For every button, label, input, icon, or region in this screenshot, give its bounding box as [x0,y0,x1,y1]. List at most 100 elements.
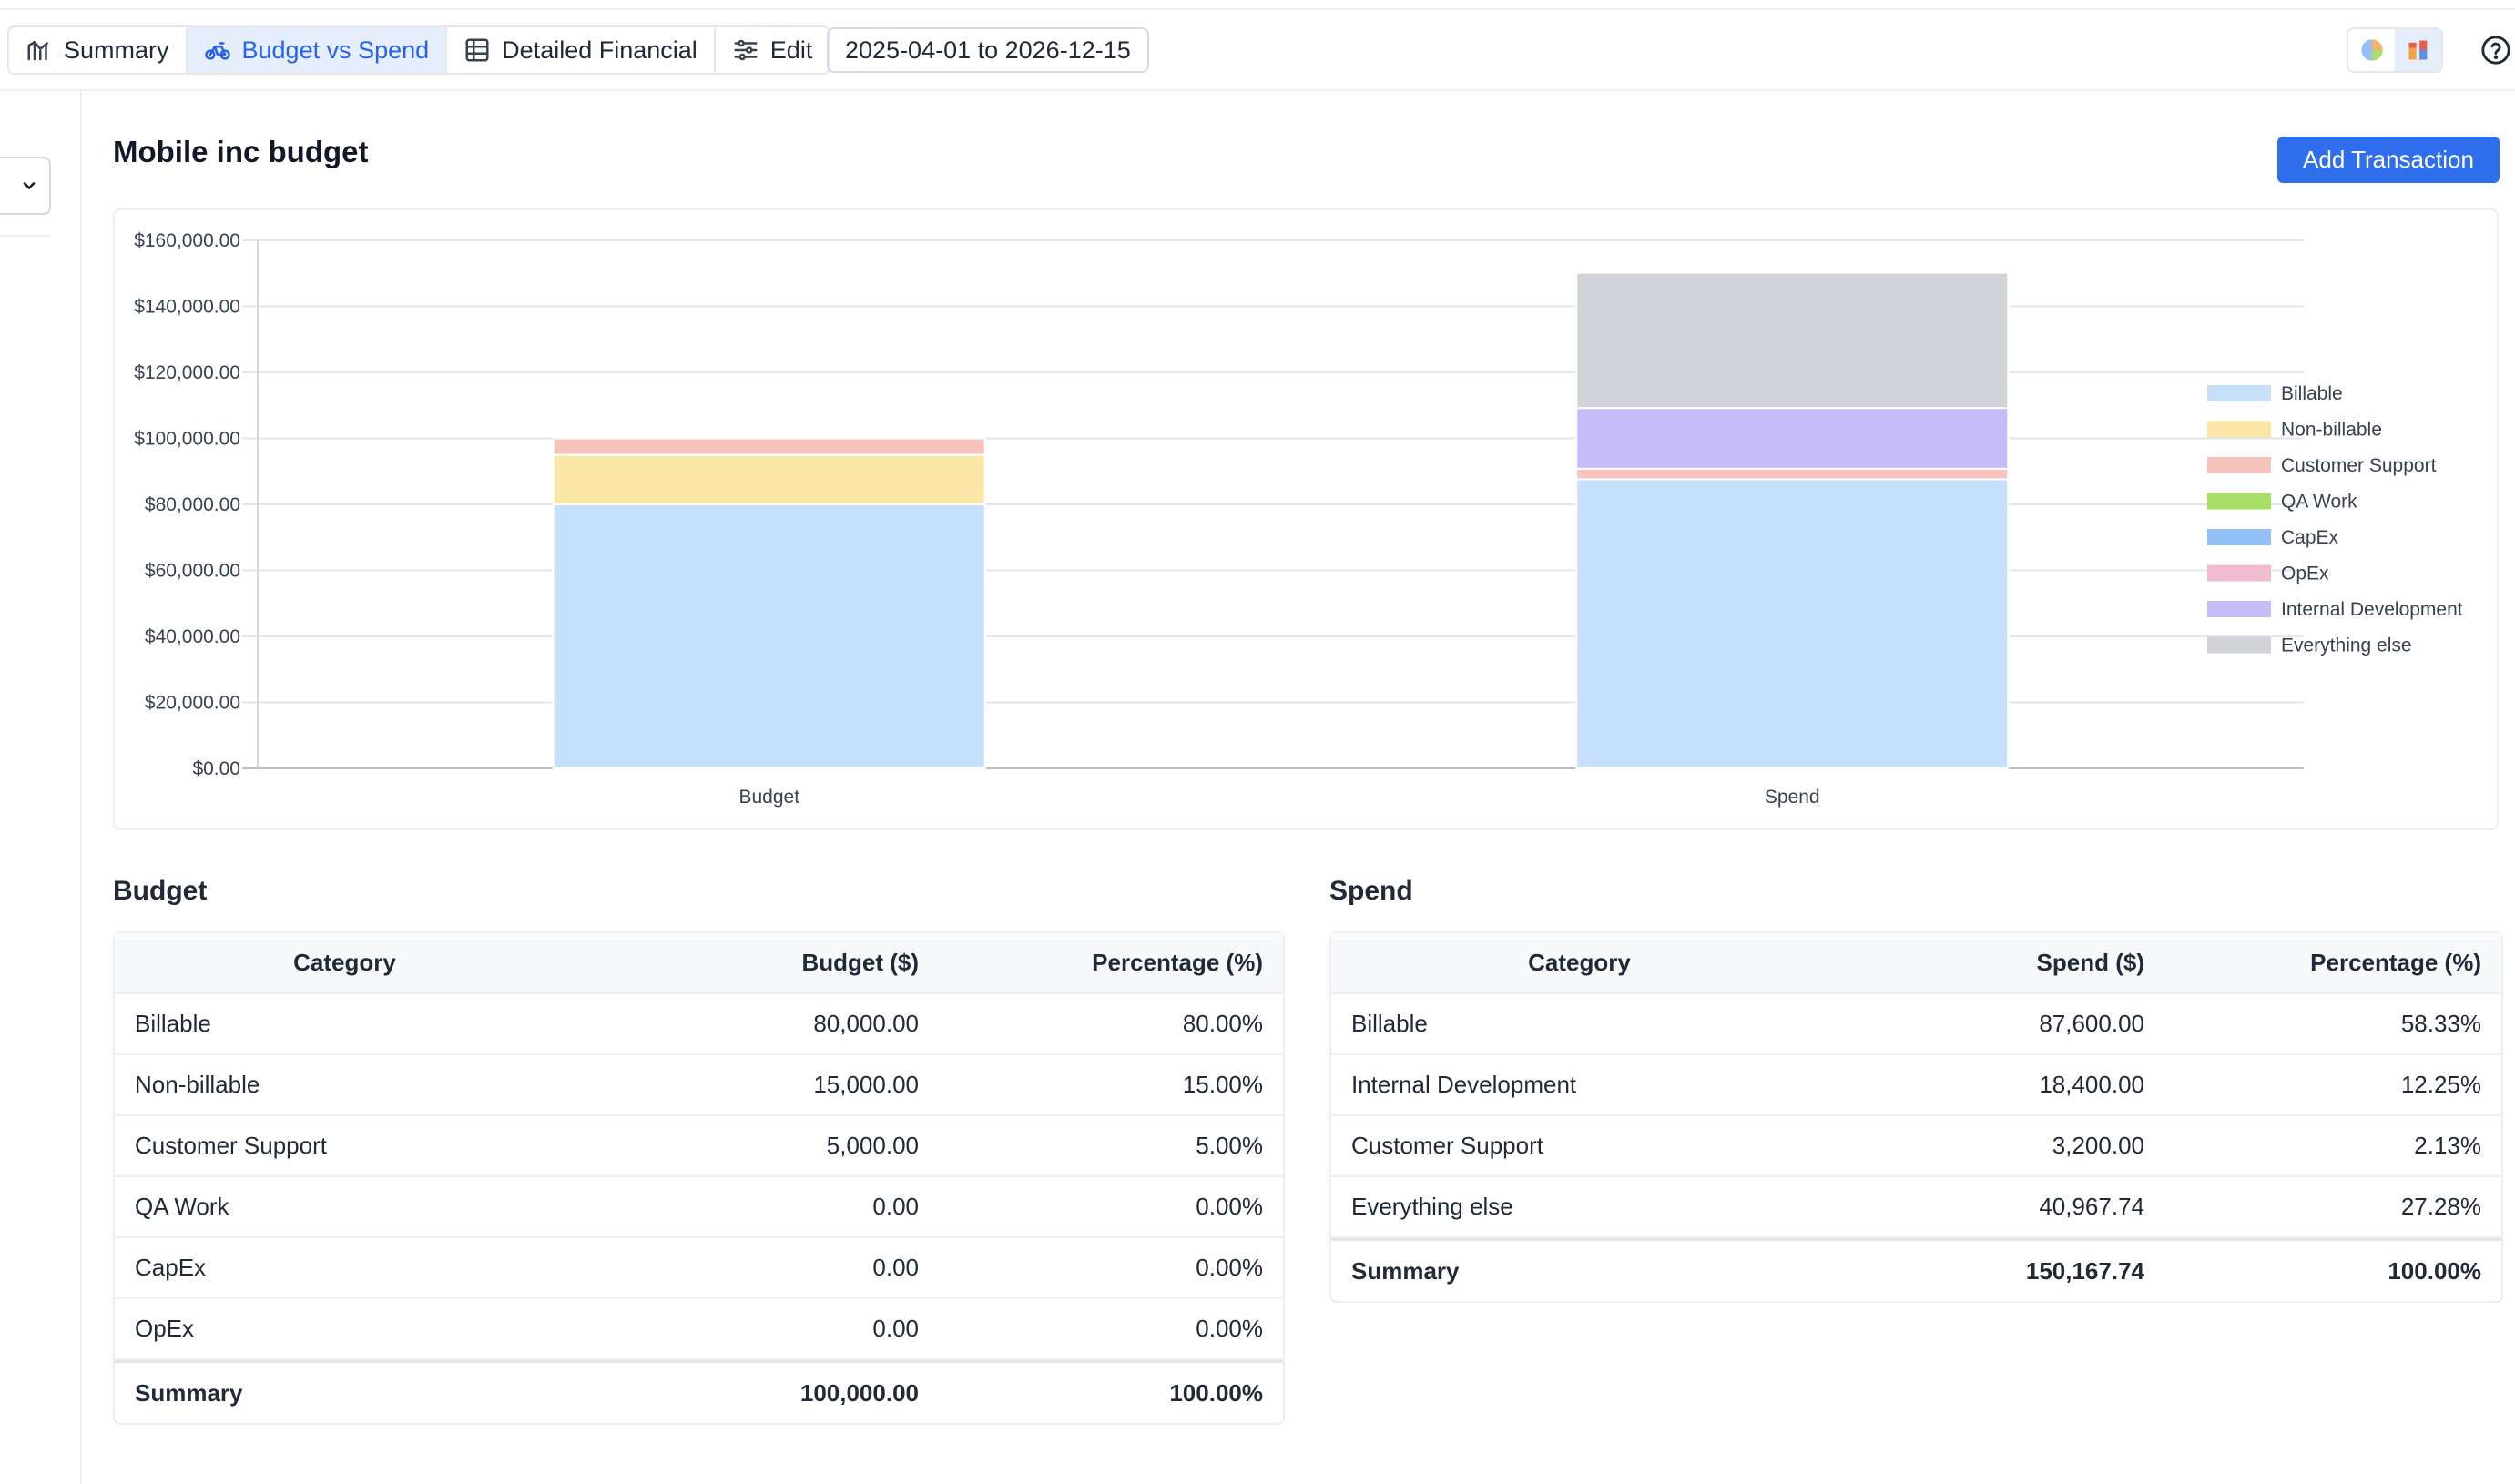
amount-cell: 0.00 [575,1238,939,1299]
y-tick-label: $140,000.00 [134,297,240,318]
add-transaction-button[interactable]: Add Transaction [2277,137,2500,183]
legend-label: Billable [2281,383,2343,404]
date-range-value: 2025-04-01 to 2026-12-15 [845,36,1131,64]
y-tick-label: $100,000.00 [134,429,240,450]
category-cell: CapEx [115,1238,575,1299]
tab-detailed-financial[interactable]: Detailed Financial [447,27,716,73]
tab-edit[interactable]: Edit [715,27,830,73]
tab-summary[interactable]: Summary [9,27,188,73]
sidebar-divider [80,91,82,1484]
stacked-bar-icon [2408,40,2427,60]
amount-cell: 40,967.74 [1828,1177,2164,1238]
amount-cell: 80,000.00 [575,994,939,1055]
chart-type-toggle [2347,27,2443,73]
budget-section-title: Budget [113,876,208,906]
view-toolbar: Summary Budget vs Spend Detailed Financi… [7,25,831,75]
legend-swatch [2207,636,2271,654]
category-cell: Customer Support [115,1116,575,1177]
y-tick-label: $40,000.00 [145,626,240,647]
legend-swatch [2207,385,2271,401]
table-row: Billable 80,000.00 80.00% [115,994,1283,1055]
sidebar-dropdown[interactable] [0,157,51,215]
bar-segment [552,503,986,769]
amount-cell: 0.00 [575,1177,939,1238]
pie-chart-toggle[interactable] [2348,29,2395,71]
percentage-cell: 58.33% [2164,994,2501,1055]
stacked-bar-toggle[interactable] [2395,29,2441,71]
category-cell: Everything else [1331,1177,1828,1238]
percentage-cell: 2.13% [2164,1116,2501,1177]
legend-label: CapEx [2281,527,2339,548]
category-cell: OpEx [115,1299,575,1360]
percentage-cell: 12.25% [2164,1055,2501,1116]
y-tick-label: $80,000.00 [145,494,240,515]
summary-row: Summary 150,167.74 100.00% [1331,1238,2501,1301]
bar-segment [552,453,986,505]
category-cell: QA Work [115,1177,575,1238]
legend-swatch [2207,529,2271,545]
legend-swatch [2207,601,2271,617]
table-header-row: Category Spend ($) Percentage (%) [1331,933,2501,994]
column-header-percentage: Percentage (%) [939,933,1283,994]
tab-label: Detailed Financial [502,36,697,64]
table-row: Customer Support 5,000.00 5.00% [115,1116,1283,1177]
table-row: Everything else 40,967.74 27.28% [1331,1177,2501,1238]
table-header-row: Category Budget ($) Percentage (%) [115,933,1283,994]
column-header-budget: Budget ($) [575,933,939,994]
legend-swatch [2207,493,2271,510]
category-cell: Billable [115,994,575,1055]
category-cell: Customer Support [1331,1116,1828,1177]
legend-swatch [2207,457,2271,473]
table-row: Billable 87,600.00 58.33% [1331,994,2501,1055]
top-border [0,0,2515,10]
percentage-cell: 15.00% [939,1055,1283,1116]
chevron-down-icon [23,182,36,189]
amount-cell: 18,400.00 [1828,1055,2164,1116]
page-title: Mobile inc budget [113,135,369,168]
amount-cell: 87,600.00 [1828,994,2164,1055]
legend-label: OpEx [2281,564,2329,584]
y-tick-label: $120,000.00 [134,362,240,383]
y-tick-label: $20,000.00 [145,693,240,714]
percentage-cell: 0.00% [939,1238,1283,1299]
table-row: Internal Development 18,400.00 12.25% [1331,1055,2501,1116]
legend-swatch [2207,421,2271,438]
percentage-cell: 27.28% [2164,1177,2501,1238]
summary-label: Summary [115,1360,575,1423]
table-icon [465,38,489,62]
y-tick-label: $60,000.00 [145,561,240,582]
budget-table: Category Budget ($) Percentage (%) Billa… [113,931,1285,1425]
sliders-icon [734,39,758,61]
amount-cell: 5,000.00 [575,1116,939,1177]
percentage-cell: 0.00% [939,1299,1283,1360]
percentage-cell: 80.00% [939,994,1283,1055]
column-header-category: Category [1331,933,1828,994]
date-range-picker[interactable]: 2025-04-01 to 2026-12-15 [827,27,1149,73]
legend-swatch [2207,564,2271,582]
category-cell: Non-billable [115,1055,575,1116]
legend-label: Everything else [2281,635,2412,656]
summary-amount: 150,167.74 [1828,1238,2164,1301]
bar-segment [1575,271,2010,410]
summary-amount: 100,000.00 [575,1360,939,1423]
sidebar-separator [0,235,51,237]
summary-row: Summary 100,000.00 100.00% [115,1360,1283,1423]
bar-segment [1575,467,2010,481]
percentage-cell: 5.00% [939,1116,1283,1177]
table-row: Customer Support 3,200.00 2.13% [1331,1116,2501,1177]
column-header-spend: Spend ($) [1828,933,2164,994]
tab-budget-vs-spend[interactable]: Budget vs Spend [187,27,448,73]
table-row: Non-billable 15,000.00 15.00% [115,1055,1283,1116]
category-cell: Billable [1331,994,1828,1055]
budget-spend-chart: $0.00 $20,000.00 $40,000.00 $60,000.00 $80,0… [134,230,2463,808]
view-tabs: Summary Budget vs Spend Detailed Financi… [7,25,831,75]
y-tick-label: $160,000.00 [134,230,240,251]
summary-label: Summary [1331,1238,1828,1301]
bicycle-icon [204,42,230,60]
spend-table: Category Spend ($) Percentage (%) Billab… [1329,931,2503,1303]
tab-label: Budget vs Spend [241,36,430,64]
table-row: CapEx 0.00 0.00% [115,1238,1283,1299]
help-icon[interactable] [2480,35,2511,66]
percentage-cell: 0.00% [939,1177,1283,1238]
legend-label: Customer Support [2281,455,2437,476]
